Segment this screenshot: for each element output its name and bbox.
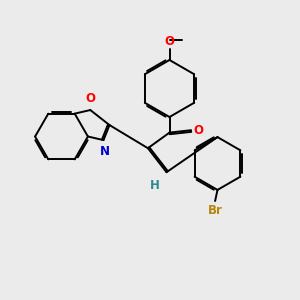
Text: H: H <box>150 179 160 192</box>
Text: O: O <box>193 124 203 137</box>
Text: N: N <box>100 145 110 158</box>
Text: Br: Br <box>208 204 223 217</box>
Text: O: O <box>164 35 175 48</box>
Text: O: O <box>85 92 95 105</box>
